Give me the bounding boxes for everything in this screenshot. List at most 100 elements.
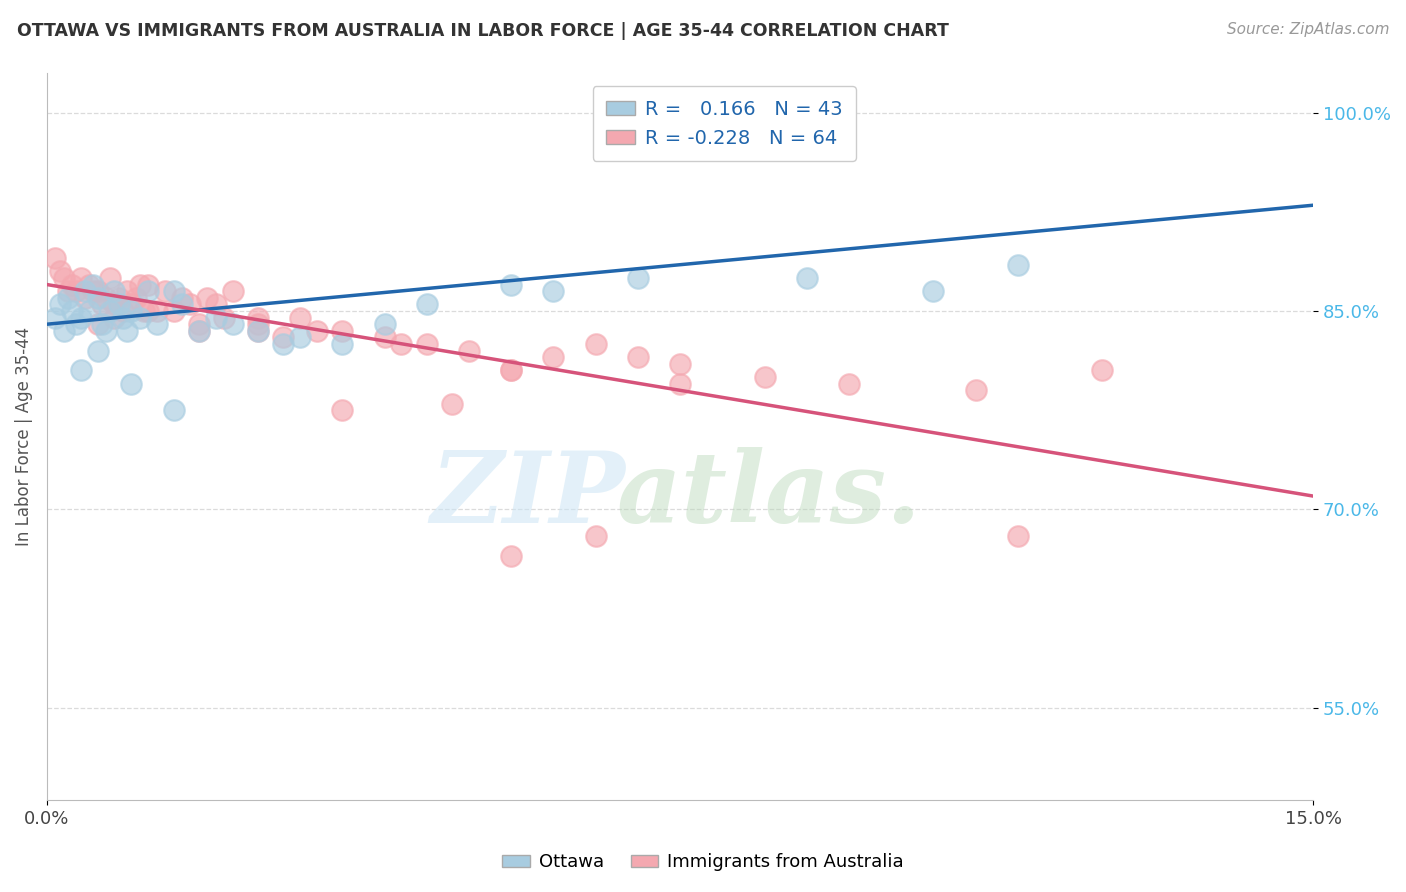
Point <box>838 376 860 391</box>
Point <box>669 357 692 371</box>
Point <box>374 317 396 331</box>
Point <box>124 291 146 305</box>
Point <box>170 291 193 305</box>
Legend: R =   0.166   N = 43, R = -0.228   N = 64: R = 0.166 N = 43, R = -0.228 N = 64 <box>592 87 856 161</box>
Point <box>82 284 104 298</box>
Point <box>115 284 138 298</box>
Point <box>77 277 100 292</box>
Point <box>162 284 184 298</box>
Point <box>44 310 66 325</box>
Point <box>90 297 112 311</box>
Y-axis label: In Labor Force | Age 35-44: In Labor Force | Age 35-44 <box>15 327 32 546</box>
Point <box>111 304 134 318</box>
Point <box>120 304 142 318</box>
Point <box>128 277 150 292</box>
Point <box>627 351 650 365</box>
Point <box>82 277 104 292</box>
Point <box>94 324 117 338</box>
Point <box>187 324 209 338</box>
Point <box>52 271 75 285</box>
Text: Source: ZipAtlas.com: Source: ZipAtlas.com <box>1226 22 1389 37</box>
Point <box>179 297 201 311</box>
Point <box>204 310 226 325</box>
Point <box>374 330 396 344</box>
Point <box>246 317 269 331</box>
Point <box>669 376 692 391</box>
Point <box>52 324 75 338</box>
Point <box>332 324 354 338</box>
Point <box>922 284 945 298</box>
Point <box>90 317 112 331</box>
Point <box>305 324 328 338</box>
Point <box>44 251 66 265</box>
Point <box>86 284 108 298</box>
Point <box>221 317 243 331</box>
Point <box>56 284 79 298</box>
Legend: Ottawa, Immigrants from Australia: Ottawa, Immigrants from Australia <box>495 847 911 879</box>
Point <box>965 384 987 398</box>
Point <box>543 351 565 365</box>
Point <box>153 284 176 298</box>
Point <box>86 317 108 331</box>
Point <box>128 310 150 325</box>
Point <box>332 403 354 417</box>
Point <box>212 310 235 325</box>
Point <box>136 277 159 292</box>
Text: ZIP: ZIP <box>430 447 626 543</box>
Point <box>585 529 607 543</box>
Point <box>103 284 125 298</box>
Point <box>56 291 79 305</box>
Point <box>796 271 818 285</box>
Point <box>543 284 565 298</box>
Point <box>288 310 311 325</box>
Point <box>94 291 117 305</box>
Point <box>1007 258 1029 272</box>
Point <box>48 264 70 278</box>
Point <box>120 297 142 311</box>
Point <box>246 324 269 338</box>
Point <box>162 304 184 318</box>
Point <box>145 304 167 318</box>
Point <box>627 271 650 285</box>
Point <box>221 284 243 298</box>
Point <box>69 310 91 325</box>
Point <box>271 337 294 351</box>
Point <box>145 317 167 331</box>
Point <box>73 284 96 298</box>
Point <box>246 310 269 325</box>
Point <box>132 304 155 318</box>
Point <box>170 297 193 311</box>
Point <box>60 277 83 292</box>
Point <box>86 343 108 358</box>
Text: OTTAWA VS IMMIGRANTS FROM AUSTRALIA IN LABOR FORCE | AGE 35-44 CORRELATION CHART: OTTAWA VS IMMIGRANTS FROM AUSTRALIA IN L… <box>17 22 949 40</box>
Point <box>332 337 354 351</box>
Point <box>187 317 209 331</box>
Point <box>416 297 439 311</box>
Point <box>391 337 413 351</box>
Point <box>204 297 226 311</box>
Point <box>115 324 138 338</box>
Point <box>187 324 209 338</box>
Point <box>501 277 523 292</box>
Point <box>73 291 96 305</box>
Point <box>271 330 294 344</box>
Point <box>48 297 70 311</box>
Point <box>111 310 134 325</box>
Point <box>754 370 776 384</box>
Point <box>98 304 121 318</box>
Point <box>246 324 269 338</box>
Point <box>136 304 159 318</box>
Text: atlas.: atlas. <box>616 447 921 543</box>
Point <box>288 330 311 344</box>
Point <box>501 363 523 377</box>
Point <box>103 297 125 311</box>
Point <box>86 291 108 305</box>
Point <box>65 317 87 331</box>
Point <box>120 376 142 391</box>
Point <box>69 363 91 377</box>
Point <box>136 284 159 298</box>
Point <box>69 271 91 285</box>
Point <box>416 337 439 351</box>
Point <box>501 549 523 563</box>
Point <box>585 337 607 351</box>
